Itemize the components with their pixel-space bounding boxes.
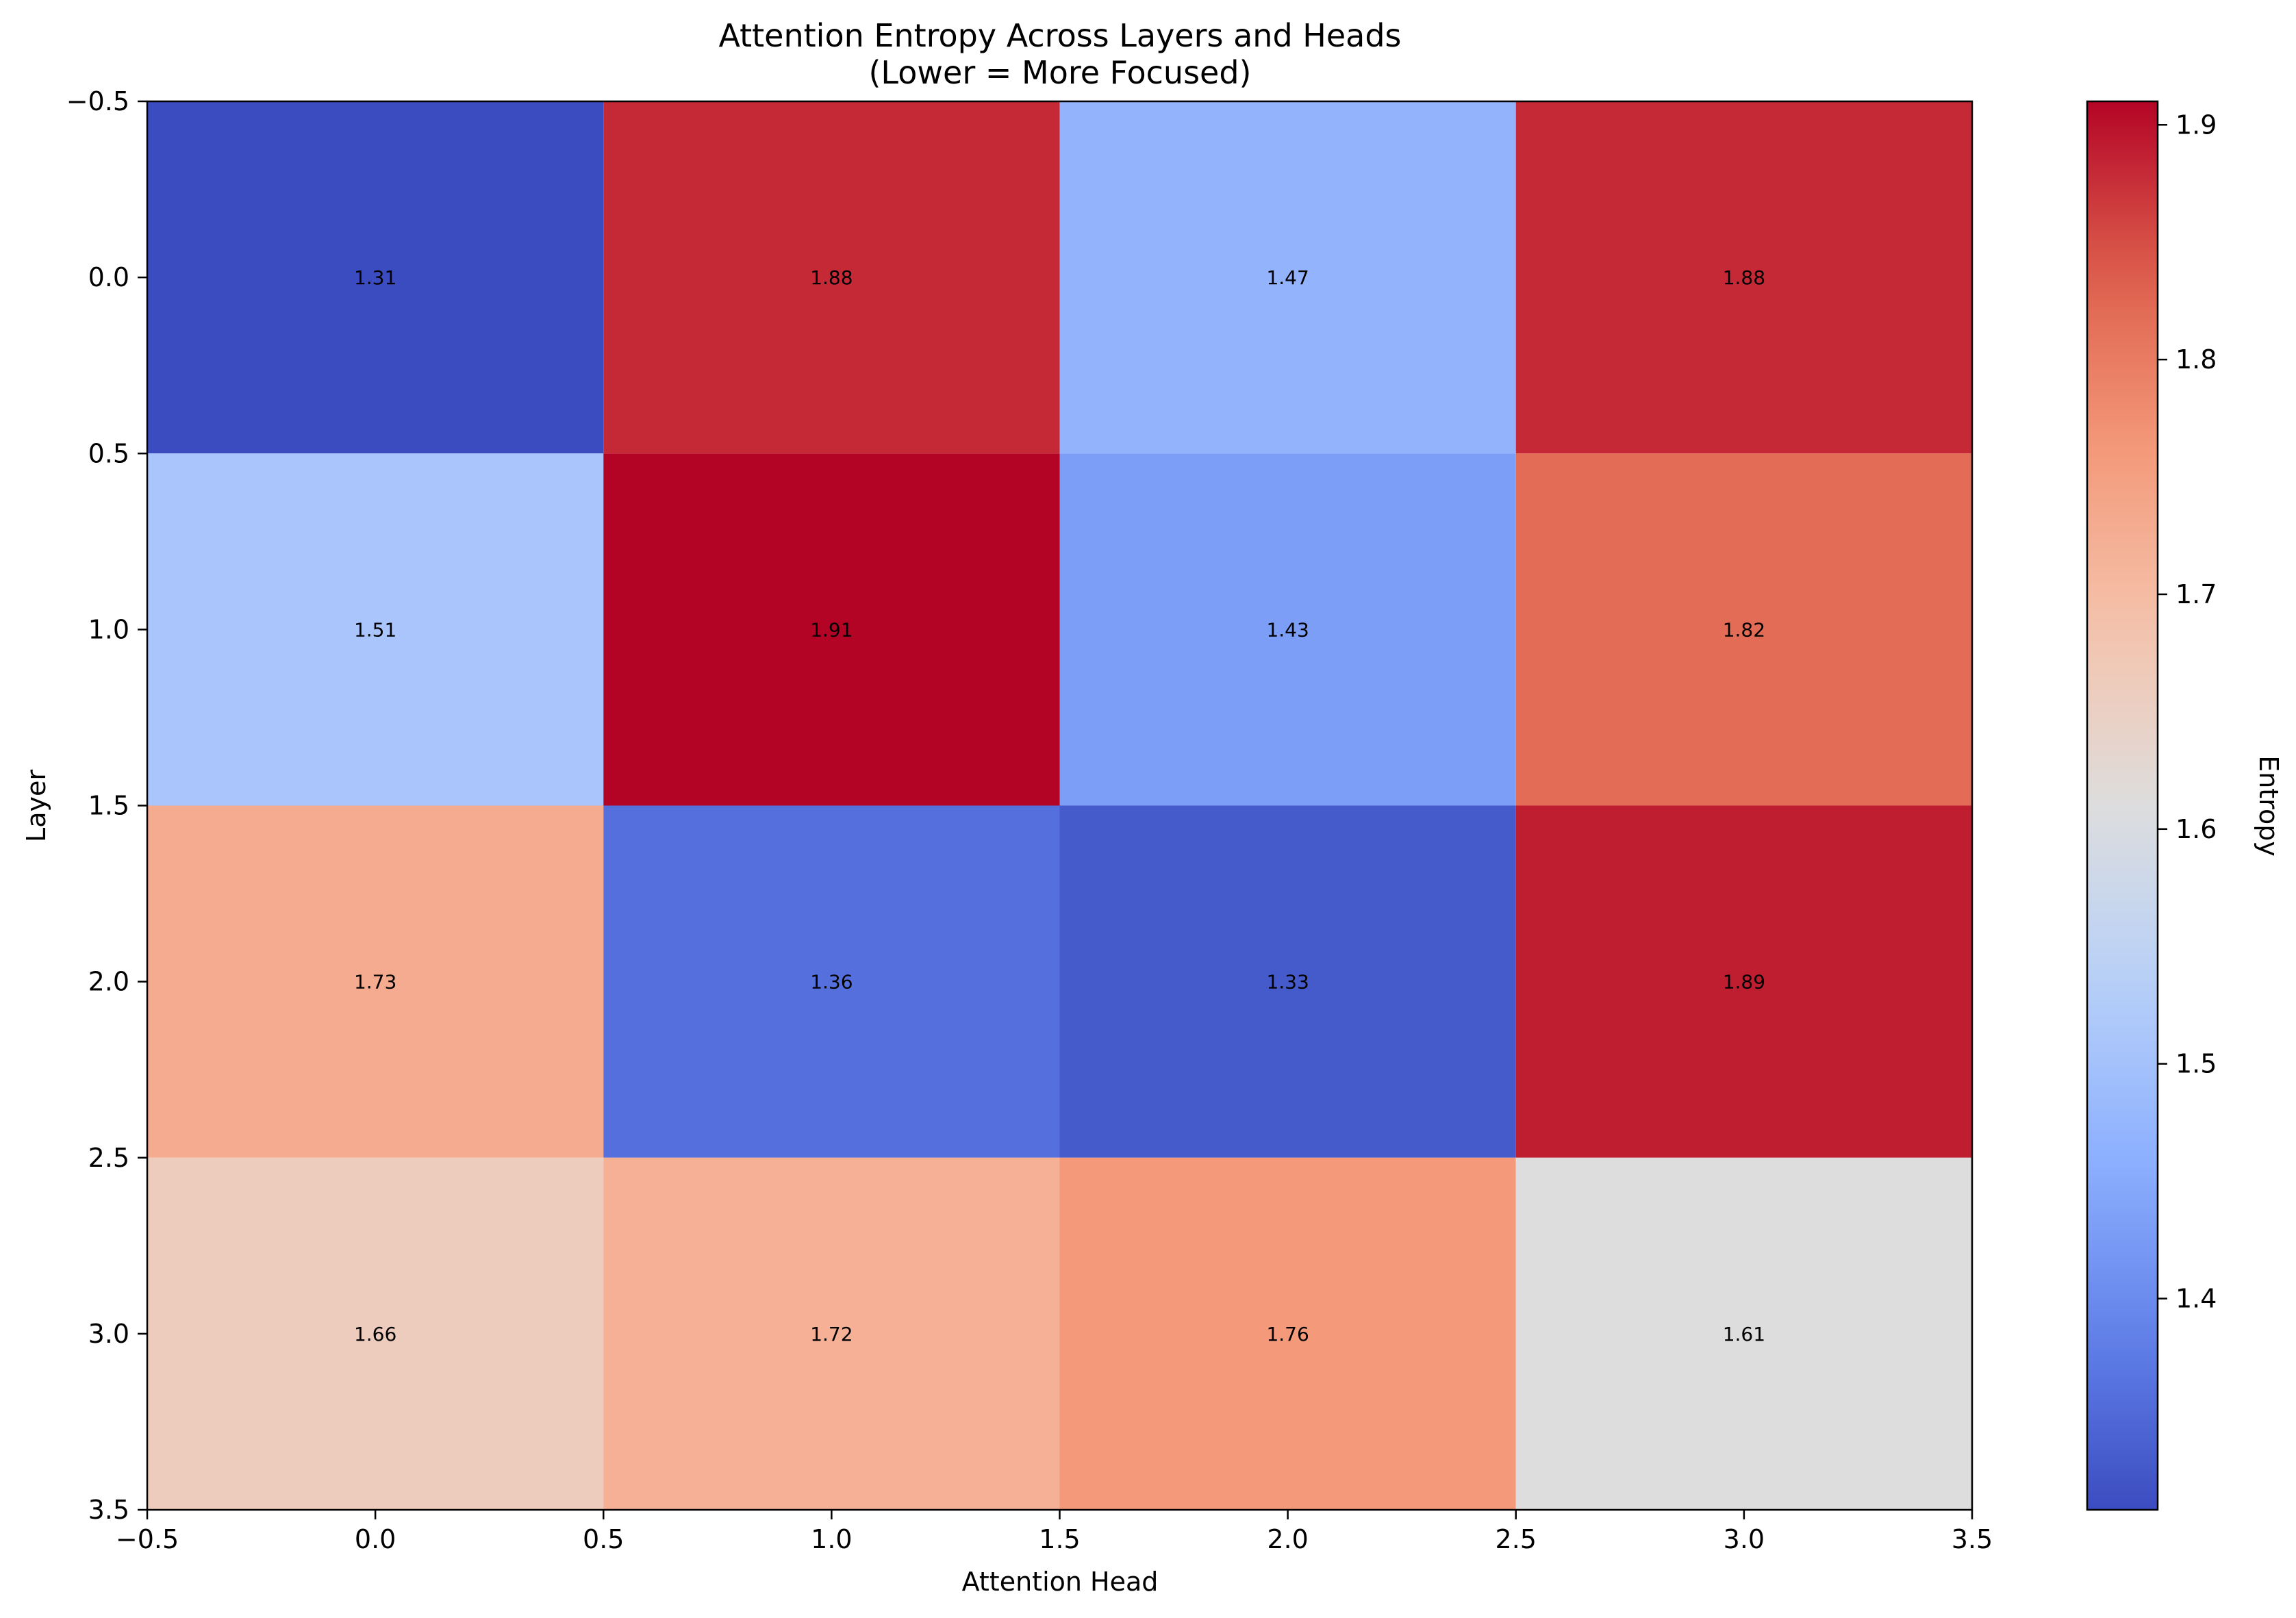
- heatmap-cell-r2-c0: [147, 805, 604, 1158]
- heatmap-cell-r2-c1: [603, 805, 1060, 1158]
- y-tick-label: 2.5: [88, 1143, 129, 1173]
- cell-value-label-r3-c2: 1.76: [1266, 1323, 1309, 1345]
- colorbar-ticks: 1.4 1.5 1.6 1.7 1.8 1.9: [2158, 110, 2217, 1313]
- x-tick-label: 3.5: [1952, 1524, 1993, 1554]
- x-tick-label: −0.5: [116, 1524, 179, 1554]
- heatmap-cell-r2-c2: [1059, 805, 1516, 1158]
- y-tick-label: 3.5: [88, 1495, 129, 1525]
- x-tick-label: 2.5: [1496, 1524, 1537, 1554]
- heatmap-cell-r1-c2: [1059, 453, 1516, 806]
- cell-value-label-r1-c2: 1.43: [1266, 618, 1309, 641]
- cell-value-label-r1-c3: 1.82: [1723, 618, 1765, 641]
- cell-value-label-r2-c2: 1.33: [1266, 971, 1309, 994]
- heatmap-cell-r3-c2: [1059, 1157, 1516, 1510]
- colorbar-tick-label: 1.7: [2175, 579, 2217, 609]
- cell-value-label-r2-c1: 1.36: [810, 971, 853, 994]
- heatmap-cell-r1-c1: [603, 453, 1060, 806]
- colorbar-tick-label: 1.4: [2175, 1283, 2217, 1313]
- y-tick-label: −0.5: [66, 86, 129, 116]
- cell-value-label-r1-c1: 1.91: [810, 618, 853, 641]
- chart-subtitle: (Lower = More Focused): [868, 54, 1251, 91]
- cell-value-label-r0-c1: 1.88: [810, 266, 853, 289]
- heatmap-cell-r3-c1: [603, 1157, 1060, 1510]
- heatmap-cell-r0-c2: [1059, 101, 1516, 454]
- chart-title: Attention Entropy Across Layers and Head…: [718, 17, 1401, 54]
- y-tick-label: 1.5: [88, 791, 129, 821]
- heatmap-cell-r0-c3: [1515, 101, 1972, 454]
- colorbar-tick-label: 1.9: [2175, 110, 2217, 140]
- colorbar-tick-label: 1.5: [2175, 1049, 2217, 1079]
- y-axis-label: Layer: [21, 770, 51, 842]
- heatmap-cell-labels: 1.31 1.88 1.47 1.88 1.51 1.91 1.43 1.82 1.73 1.36…: [354, 266, 1765, 1345]
- heatmap-cell-r1-c3: [1515, 453, 1972, 806]
- x-tick-label: 2.0: [1267, 1524, 1308, 1554]
- x-tick-label: 1.0: [811, 1524, 852, 1554]
- x-tick-label: 1.5: [1039, 1524, 1080, 1554]
- colorbar: [2086, 100, 2159, 1511]
- x-axis-ticks: −0.5 0.0 0.5 1.0 1.5 2.0 2.5 3.0 3.5: [116, 1510, 1993, 1554]
- heatmap-cell-r1-c0: [147, 453, 604, 806]
- y-tick-label: 2.0: [88, 967, 129, 997]
- y-tick-label: 1.0: [88, 614, 129, 644]
- colorbar-tick-label: 1.6: [2175, 814, 2217, 844]
- heatmap-cells: [147, 101, 1972, 1510]
- cell-value-label-r2-c0: 1.73: [354, 971, 396, 994]
- heatmap-cell-r3-c0: [147, 1157, 604, 1510]
- y-tick-label: 0.0: [88, 262, 129, 292]
- x-tick-label: 0.0: [355, 1524, 396, 1554]
- cell-value-label-r3-c3: 1.61: [1723, 1323, 1765, 1345]
- y-axis-ticks: −0.5 0.0 0.5 1.0 1.5 2.0 2.5 3.0 3.5: [66, 86, 147, 1525]
- heatmap-cell-r2-c3: [1515, 805, 1972, 1158]
- colorbar-tick-label: 1.8: [2175, 344, 2217, 375]
- cell-value-label-r2-c3: 1.89: [1723, 971, 1765, 994]
- cell-value-label-r0-c2: 1.47: [1266, 266, 1309, 289]
- x-axis-label: Attention Head: [962, 1567, 1159, 1597]
- colorbar-label: Entropy: [2254, 755, 2284, 857]
- cell-value-label-r0-c3: 1.88: [1723, 266, 1765, 289]
- y-tick-label: 0.5: [88, 438, 129, 468]
- heatmap-cell-r0-c1: [603, 101, 1060, 454]
- y-tick-label: 3.0: [88, 1319, 129, 1349]
- cell-value-label-r3-c1: 1.72: [810, 1323, 853, 1345]
- cell-value-label-r0-c0: 1.31: [354, 266, 396, 289]
- cell-value-label-r1-c0: 1.51: [354, 618, 396, 641]
- heatmap-cell-r3-c3: [1515, 1157, 1972, 1510]
- cell-value-label-r3-c0: 1.66: [354, 1323, 396, 1345]
- x-tick-label: 0.5: [583, 1524, 624, 1554]
- heatmap-cell-r0-c0: [147, 101, 604, 454]
- x-tick-label: 3.0: [1724, 1524, 1765, 1554]
